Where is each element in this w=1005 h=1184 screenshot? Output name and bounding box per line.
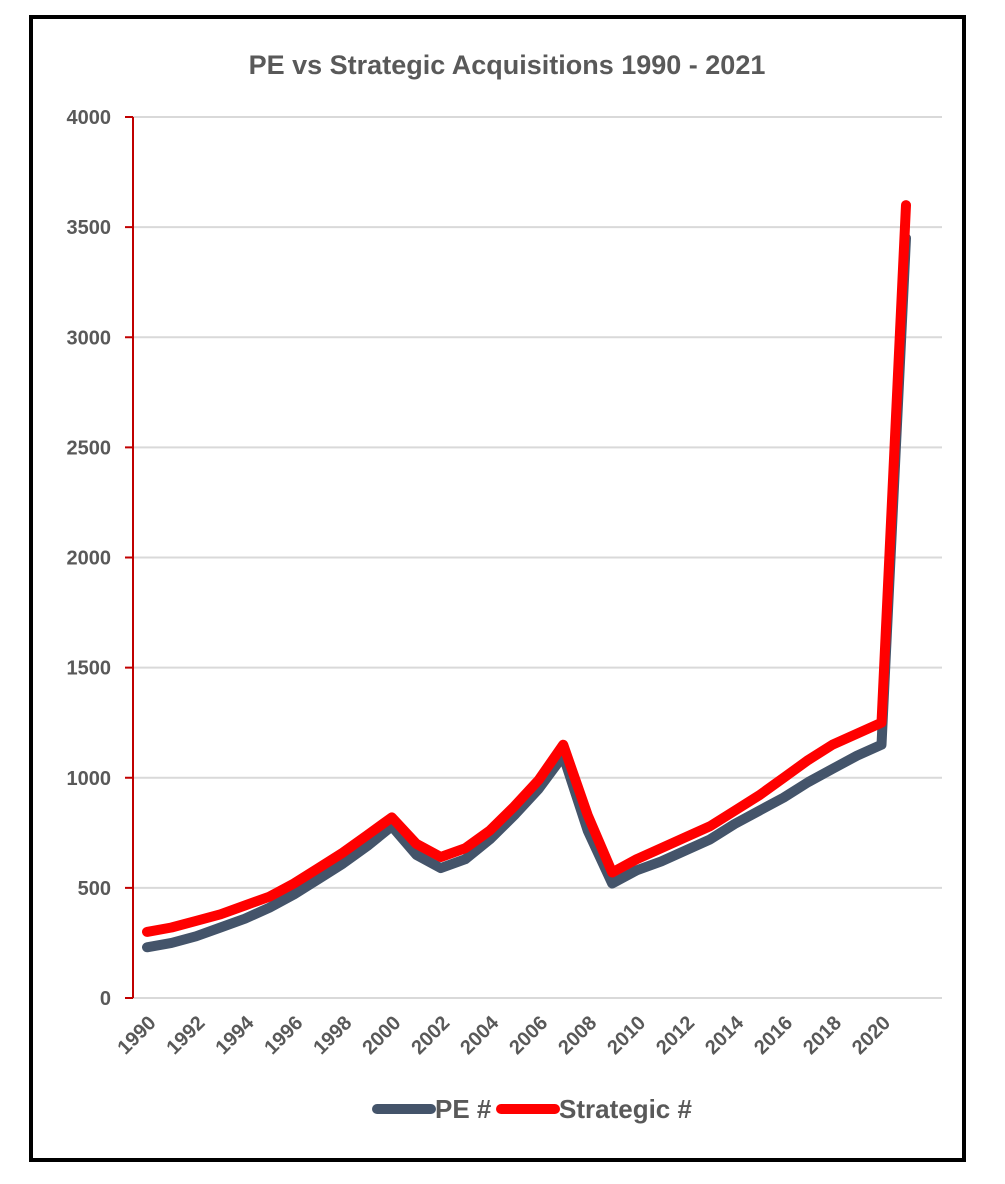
x-tick-label: 2002 [407, 1012, 454, 1059]
y-tick-label: 500 [78, 878, 111, 900]
y-tick-label: 2000 [67, 548, 112, 570]
y-tick-label: 2500 [67, 437, 112, 459]
x-tick-labels: 1990 1992 1994 1996 1998 2000 2002 2004 2006 2008… [114, 1011, 896, 1059]
y-tick-label: 0 [100, 988, 111, 1010]
y-tick-label: 3500 [67, 217, 112, 239]
line-chart: PE vs Strategic Acquisitions 1990 - 2021… [67, 50, 942, 1124]
x-tick-label: 2010 [603, 1012, 650, 1059]
x-tick-label: 2004 [456, 1011, 504, 1059]
x-tick-label: 2008 [554, 1012, 601, 1059]
series-line-strategic [142, 200, 911, 937]
x-tick-label: 2014 [701, 1011, 749, 1059]
x-tick-label: 1990 [114, 1012, 161, 1059]
axes [125, 116, 942, 999]
y-tick-label: 4000 [67, 107, 112, 129]
y-tick-label: 1500 [67, 658, 112, 680]
y-tick-labels: 0 500 1000 1500 2000 2500 3000 3500 4000 [67, 107, 112, 1010]
legend-label-strategic: Strategic # [559, 1094, 692, 1124]
x-tick-label: 1998 [309, 1012, 356, 1059]
chart-title: PE vs Strategic Acquisitions 1990 - 2021 [249, 50, 766, 80]
y-tick-label: 1000 [67, 768, 112, 790]
x-tick-label: 2018 [799, 1012, 846, 1059]
gridlines [133, 116, 942, 889]
legend-label-pe: PE # [435, 1094, 492, 1124]
x-tick-label: 2020 [848, 1012, 895, 1059]
chart-frame: PE vs Strategic Acquisitions 1990 - 2021… [29, 15, 966, 1162]
x-tick-label: 2006 [505, 1012, 552, 1059]
series-line-pe [142, 233, 911, 953]
x-tick-label: 1996 [260, 1012, 307, 1059]
legend: PE # Strategic # [372, 1094, 692, 1124]
series-lines [142, 200, 911, 953]
x-tick-label: 1994 [211, 1011, 259, 1059]
x-tick-label: 2000 [358, 1012, 405, 1059]
x-tick-label: 2012 [652, 1012, 699, 1059]
x-tick-label: 2016 [750, 1012, 797, 1059]
x-tick-label: 1992 [162, 1012, 209, 1059]
y-tick-label: 3000 [67, 327, 112, 349]
